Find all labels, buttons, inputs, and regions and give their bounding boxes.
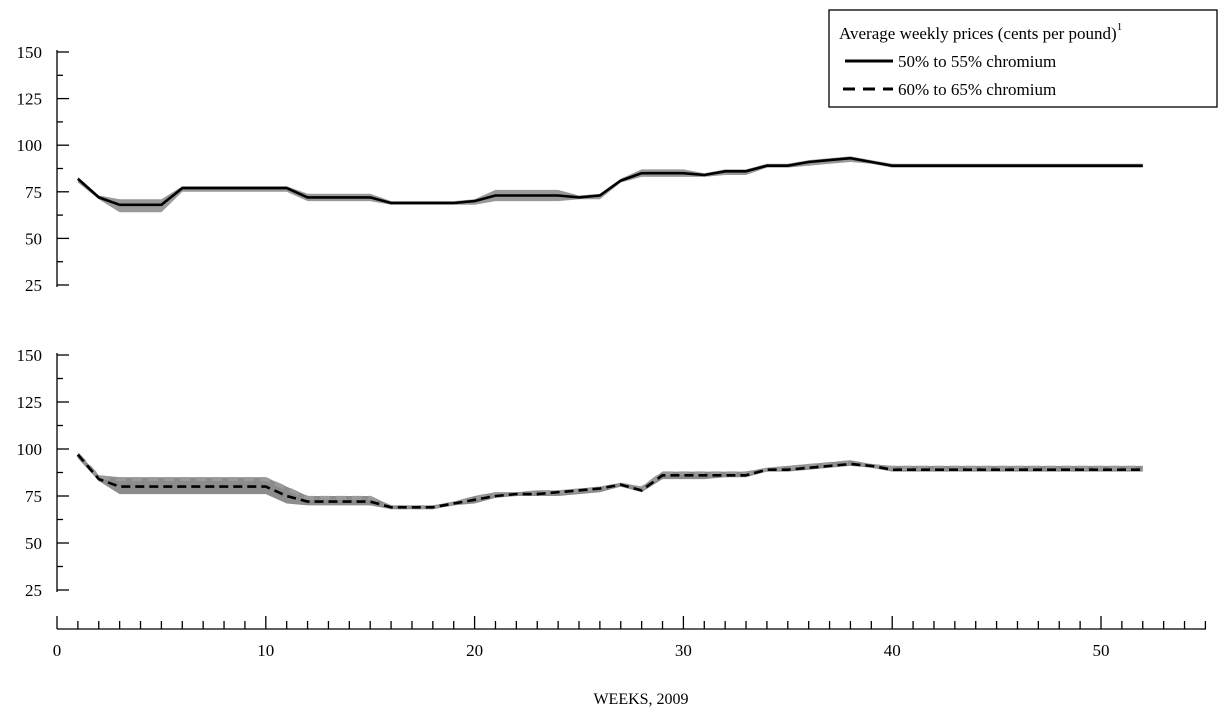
legend-title-superscript: 1 (1117, 21, 1123, 33)
y-tick-label: 100 (17, 136, 43, 155)
x-axis-label: WEEKS, 2009 (593, 691, 688, 708)
x-axis: 0 10 20 30 40 50 (53, 616, 1207, 660)
top-panel: 25 50 75 100 125 150 (17, 43, 1143, 295)
y-tick-label: 75 (25, 183, 42, 202)
x-tick-label: 20 (466, 641, 483, 660)
legend-entry-solid: 50% to 55% chromium (898, 52, 1056, 71)
x-tick-label: 50 (1093, 641, 1110, 660)
legend-title-text: Average weekly prices (cents per pound) (839, 24, 1117, 43)
y-tick-label: 125 (17, 90, 43, 109)
series-line-60-65 (76, 453, 1143, 509)
y-tick-label: 150 (17, 346, 43, 365)
y-tick-label: 25 (25, 276, 42, 295)
x-tick-label: 30 (675, 641, 692, 660)
x-tick-label: 10 (257, 641, 274, 660)
y-tick-label: 150 (17, 43, 43, 62)
y-tick-label: 25 (25, 581, 42, 600)
y-tick-label: 75 (25, 487, 42, 506)
y-tick-label: 125 (17, 393, 43, 412)
legend: Average weekly prices (cents per pound)1… (828, 9, 1218, 108)
y-tick-label: 50 (25, 534, 42, 553)
legend-title: Average weekly prices (cents per pound)1 (839, 21, 1122, 43)
legend-box (828, 9, 1218, 108)
bottom-panel: 25 50 75 100 125 150 (17, 346, 1143, 600)
series-line-50-55 (77, 156, 1143, 207)
y-tick-label: 100 (17, 440, 43, 459)
x-tick-label: 0 (53, 641, 62, 660)
high-price-dashed-line (76, 453, 1143, 510)
y-tick-label: 50 (25, 229, 42, 248)
legend-entry-dashed: 60% to 65% chromium (898, 80, 1056, 99)
x-tick-label: 40 (884, 641, 901, 660)
